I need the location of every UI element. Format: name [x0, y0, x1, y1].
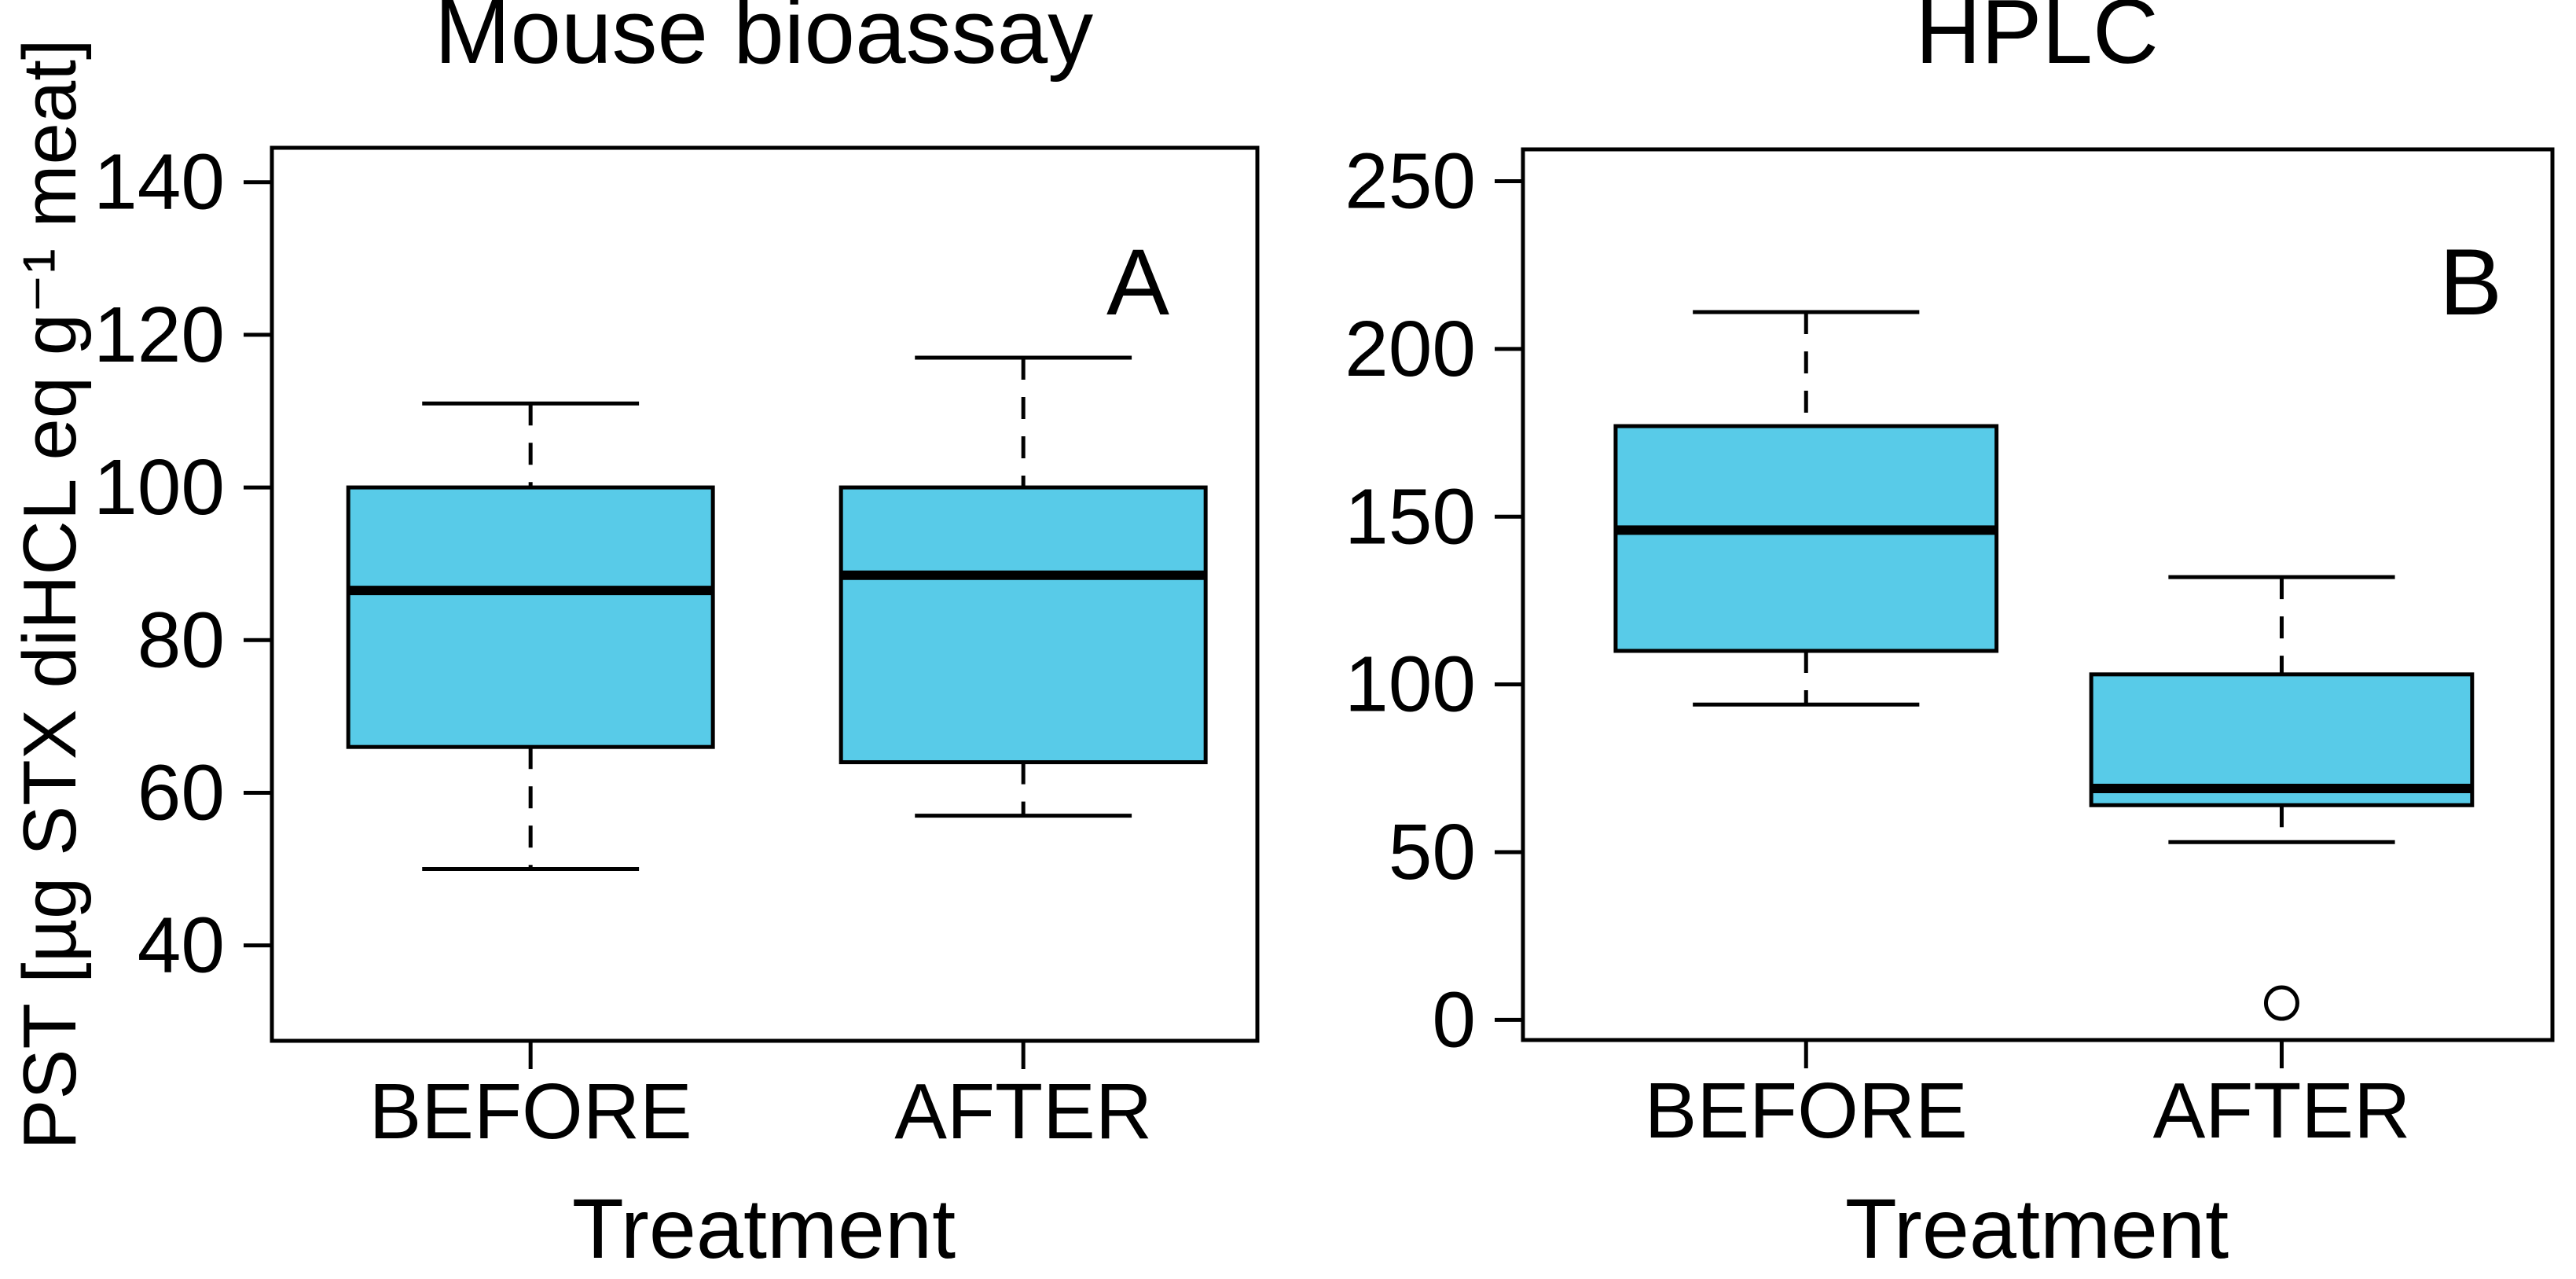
y-tick-label: 120 [94, 291, 225, 379]
panel-a-title: Mouse bioassay [435, 0, 1093, 83]
y-tick-label: 140 [94, 138, 225, 226]
iqr-box-before [1613, 424, 1999, 653]
category-label-before: BEFORE [369, 1068, 692, 1156]
panel-b-title: HPLC [1915, 0, 2158, 83]
panel-a-x-axis-title: Treatment [572, 1181, 956, 1276]
panel-b-letter: B [2439, 230, 2502, 335]
y-axis-title: PST [µg STX diHCL eq g⁻¹ meat] [8, 39, 92, 1149]
y-tick-label: 80 [138, 596, 225, 684]
panel-mouse-bioassay: 40 60 80 100 120 140 BEFORE AFTER [94, 138, 1260, 1156]
y-tick-label: 60 [138, 748, 225, 836]
y-tick-label: 40 [138, 902, 225, 990]
plot-border [270, 145, 1260, 1043]
panel-b-x-axis-title: Treatment [1845, 1181, 2229, 1276]
iqr-box-after [2089, 672, 2475, 807]
outlier-point [2263, 985, 2299, 1021]
panel-hplc: 0 50 100 150 200 250 BEFORE AFTER [1345, 138, 2555, 1155]
category-label-before: BEFORE [1645, 1067, 1968, 1155]
y-tick-label: 50 [1389, 808, 1476, 896]
category-label-after: AFTER [2153, 1067, 2411, 1155]
y-tick-label: 100 [1345, 641, 1476, 729]
plot-border [1521, 147, 2555, 1042]
panel-a-letter: A [1106, 230, 1169, 335]
y-tick-label: 200 [1345, 305, 1476, 393]
y-tick-label: 150 [1345, 472, 1476, 560]
y-tick-label: 100 [94, 443, 225, 531]
y-tick-label: 0 [1432, 976, 1476, 1064]
y-tick-label: 250 [1345, 138, 1476, 226]
iqr-box-after [838, 485, 1208, 765]
category-label-after: AFTER [894, 1068, 1152, 1156]
iqr-box-before [346, 485, 715, 749]
